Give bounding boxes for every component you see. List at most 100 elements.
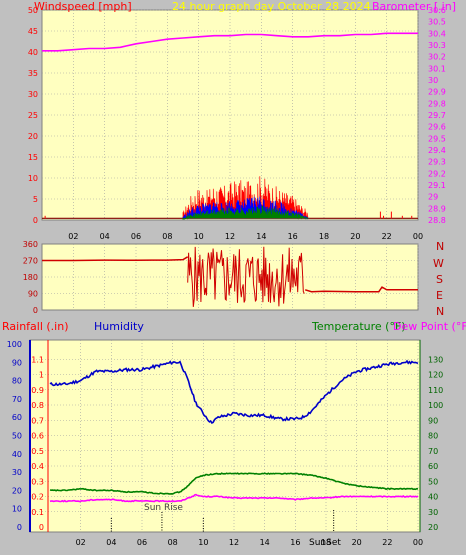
temperature-y-tick: 130	[428, 355, 443, 364]
rain-y-tick: 0.8	[31, 401, 44, 410]
bottom-x-tick: 18	[321, 538, 331, 547]
wind-y-tick: 15	[28, 153, 38, 162]
temperature-y-tick: 20	[428, 523, 438, 532]
barometer-y-tick: 29.3	[428, 158, 446, 167]
direction-y-tick: 360	[23, 240, 38, 249]
barometer-y-tick: 30	[428, 76, 438, 85]
temperature-y-tick: 120	[428, 371, 443, 380]
bottom-x-tick: 02	[76, 538, 86, 547]
direction-label-n-bottom: N	[436, 305, 444, 318]
wind-y-tick: 10	[28, 174, 38, 183]
barometer-title: Barometer [.in]	[372, 0, 456, 13]
wind-x-tick: 20	[350, 232, 360, 241]
wind-y-tick: 20	[28, 132, 38, 141]
direction-series-late	[304, 286, 418, 293]
direction-label-n-top: N	[436, 240, 444, 253]
sunrise-label: Sun Rise	[144, 503, 183, 513]
bottom-x-tick: 10	[198, 538, 208, 547]
humidity-y-tick: 80	[12, 377, 22, 386]
direction-y-tick: 90	[28, 290, 38, 299]
date-title: 24 hour graph day October 28 2024	[172, 0, 371, 13]
wind-x-tick: 12	[225, 232, 235, 241]
bottom-x-tick: 06	[137, 538, 147, 547]
barometer-y-tick: 29.4	[428, 146, 446, 155]
humidity-y-tick: 20	[12, 486, 22, 495]
barometer-y-tick: 29.2	[428, 169, 446, 178]
wind-y-tick: 0	[33, 216, 38, 225]
temperature-y-tick: 80	[428, 432, 438, 441]
wind-y-tick: 40	[28, 48, 38, 57]
wind-y-tick: 30	[28, 90, 38, 99]
wind-x-tick: 14	[256, 232, 266, 241]
humidity-y-tick: 70	[12, 395, 22, 404]
wind-x-tick: 16	[288, 232, 298, 241]
sunset-label: SunSet	[309, 538, 341, 548]
wind-y-tick: 35	[28, 69, 38, 78]
temperature-series	[49, 472, 419, 495]
dewpoint-series	[49, 493, 419, 503]
humidity-y-tick: 10	[12, 505, 22, 514]
bottom-x-tick: 12	[229, 538, 239, 547]
wind-x-tick: 00	[413, 232, 423, 241]
bottom-x-tick: 00	[413, 538, 423, 547]
bottom-x-tick: 22	[382, 538, 392, 547]
humidity-y-tick: 40	[12, 450, 22, 459]
temperature-y-tick: 110	[428, 386, 443, 395]
rain-y-tick: 0.6	[31, 432, 44, 441]
temperature-y-tick: 30	[428, 508, 438, 517]
temperature-y-tick: 60	[428, 462, 438, 471]
bottom-x-tick: 04	[106, 538, 116, 547]
tick-labels: 0510152025303540455028.828.92929.129.229…	[7, 6, 446, 547]
humidity-y-tick: 0	[17, 523, 22, 532]
rain-y-tick: 1	[39, 371, 44, 380]
direction-series-early	[42, 256, 189, 262]
bottom-x-tick: 08	[168, 538, 178, 547]
barometer-y-tick: 30.1	[428, 64, 446, 73]
direction-y-tick: 0	[33, 306, 38, 315]
wind-y-tick: 25	[28, 111, 38, 120]
wind-title: Windspeed [mph]	[34, 0, 132, 13]
wind-y-tick: 5	[33, 195, 38, 204]
barometer-y-tick: 30.6	[428, 6, 446, 15]
barometer-y-tick: 29.7	[428, 111, 446, 120]
humidity-y-tick: 30	[12, 468, 22, 477]
barometer-y-tick: 29.9	[428, 88, 446, 97]
wind-y-tick: 45	[28, 27, 38, 36]
barometer-y-tick: 28.8	[428, 216, 446, 225]
direction-y-tick: 270	[23, 257, 38, 266]
rainfall-title: Rainfall (.in)	[2, 320, 69, 333]
barometer-y-tick: 30.5	[428, 18, 446, 27]
barometer-y-tick: 29.6	[428, 123, 446, 132]
wind-y-tick: 50	[28, 6, 38, 15]
temperature-y-tick: 70	[428, 447, 438, 456]
barometer-y-tick: 29.8	[428, 99, 446, 108]
wind-average-series	[182, 205, 309, 221]
humidity-y-tick: 50	[12, 432, 22, 441]
wind-x-tick: 04	[100, 232, 110, 241]
bottom-x-tick: 20	[352, 538, 362, 547]
direction-label-e: E	[436, 289, 443, 302]
wind-x-tick: 02	[68, 232, 78, 241]
rain-y-tick: 0.2	[31, 493, 44, 502]
barometer-y-tick: 30.3	[428, 41, 446, 50]
barometer-series	[42, 32, 418, 52]
barometer-y-tick: 30.4	[428, 29, 446, 38]
barometer-y-tick: 28.9	[428, 204, 446, 213]
bottom-plot-area	[29, 339, 421, 533]
temperature-y-tick: 50	[428, 477, 438, 486]
bottom-x-tick: 14	[260, 538, 270, 547]
direction-series-variable	[187, 246, 305, 307]
humidity-series	[49, 359, 419, 425]
direction-label-w: W	[433, 257, 444, 270]
rain-y-tick: 0.4	[31, 462, 44, 471]
barometer-y-tick: 29	[428, 193, 438, 202]
rain-y-tick: 0	[39, 523, 44, 532]
humidity-title: Humidity	[94, 320, 144, 333]
rain-y-tick: 0.5	[31, 447, 44, 456]
temperature-y-tick: 100	[428, 401, 443, 410]
wind-x-tick: 10	[194, 232, 204, 241]
rain-y-tick: 0.1	[31, 508, 44, 517]
barometer-y-tick: 30.2	[428, 53, 446, 62]
